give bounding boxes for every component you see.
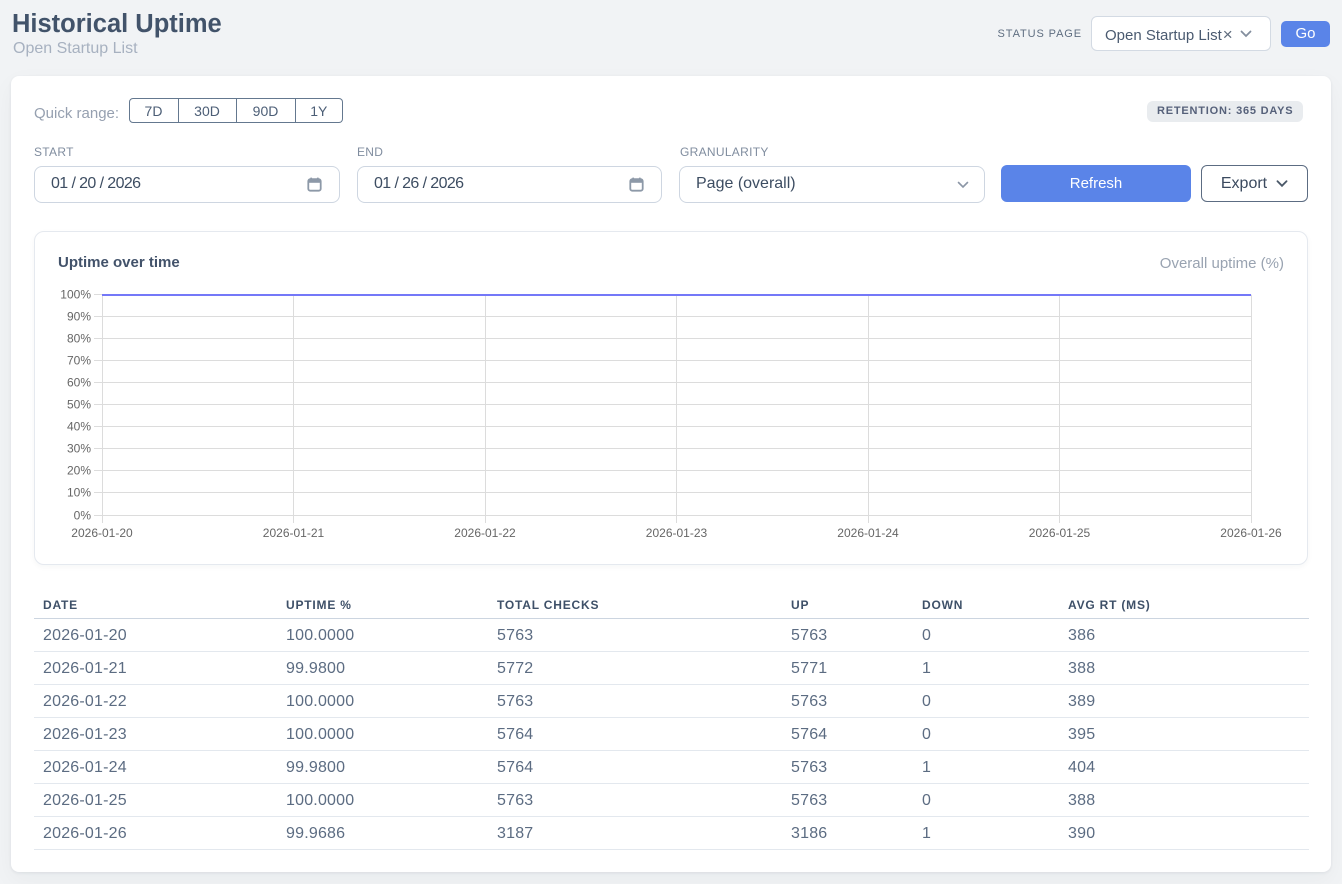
svg-text:20%: 20% [67,464,91,478]
svg-text:40%: 40% [67,420,91,434]
svg-text:70%: 70% [67,354,91,368]
svg-text:2026-01-24: 2026-01-24 [837,526,899,540]
svg-text:10%: 10% [67,486,91,500]
svg-text:60%: 60% [67,376,91,390]
svg-text:0%: 0% [74,509,92,523]
svg-text:100%: 100% [60,288,91,302]
svg-text:2026-01-25: 2026-01-25 [1029,526,1091,540]
svg-text:2026-01-23: 2026-01-23 [646,526,708,540]
svg-text:2026-01-26: 2026-01-26 [1220,526,1282,540]
svg-text:80%: 80% [67,332,91,346]
svg-text:90%: 90% [67,310,91,324]
svg-text:30%: 30% [67,442,91,456]
svg-text:2026-01-22: 2026-01-22 [454,526,516,540]
svg-text:50%: 50% [67,398,91,412]
svg-text:2026-01-20: 2026-01-20 [71,526,133,540]
svg-text:2026-01-21: 2026-01-21 [263,526,325,540]
